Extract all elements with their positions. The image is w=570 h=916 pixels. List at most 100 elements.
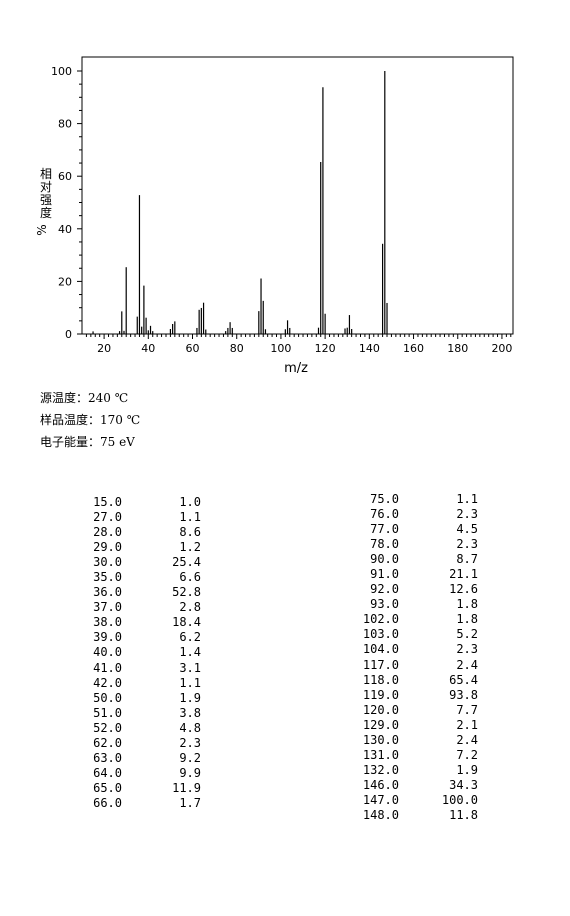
peak-table-row: 78.0 2.3 [355,537,482,552]
peak-table-row: 75.0 1.1 [355,492,482,507]
peak-table-row: 147.0 100.0 [355,793,482,808]
mz-value: 63.0 [93,750,122,765]
intensity-value: 18.4 [172,615,201,630]
mz-value: 15.0 [93,495,122,509]
peak-table-right: 75.0 1.1 76.0 2.3 77.0 4.5 78.0 2.3 90.0 8.7 91.0 2… [355,492,482,823]
mz-value: 130.0 [362,732,399,747]
intensity-value: 2.4 [456,732,478,747]
peak-table-row: 66.0 1.7 [80,796,205,811]
intensity-value: 1.2 [179,540,201,555]
intensity-value: 1.9 [179,690,201,705]
peak-table-row: 77.0 4.5 [355,522,482,537]
intensity-value: 1.1 [456,492,478,506]
mz-value: 30.0 [93,555,122,570]
peak-table-row: 92.0 12.6 [355,582,482,597]
peak-table-row: 131.0 7.2 [355,748,482,763]
mz-value: 103.0 [362,627,399,642]
peak-table-row: 50.0 1.9 [80,691,205,706]
peak-table-row: 119.0 93.8 [355,688,482,703]
peak-table-row: 30.0 25.4 [80,555,205,570]
peak-table-row: 90.0 8.7 [355,552,482,567]
intensity-value: 1.4 [179,645,201,660]
peak-table-row: 29.0 1.2 [80,540,205,555]
intensity-value: 7.7 [456,702,478,717]
y-tick-label: 60 [58,170,72,183]
intensity-value: 2.4 [456,657,478,672]
mz-value: 131.0 [362,747,399,762]
intensity-value: 1.1 [179,675,201,690]
x-tick-label: 120 [315,342,336,355]
y-label-char: 相 [40,167,52,181]
intensity-value: 4.8 [179,720,201,735]
intensity-value: 2.3 [456,537,478,552]
intensity-value: 2.8 [179,600,201,615]
peak-table-row: 132.0 1.9 [355,763,482,778]
peak-table-row: 148.0 11.8 [355,808,482,823]
intensity-value: 3.8 [179,705,201,720]
mz-value: 92.0 [370,582,399,597]
peak-table-row: 120.0 7.7 [355,703,482,718]
peak-table-row: 42.0 1.1 [80,676,205,691]
mz-value: 50.0 [93,690,122,705]
y-axis: 0 20 40 60 80 100 [51,65,82,341]
x-tick-label: 200 [491,342,512,355]
y-label-char: 度 [40,205,52,220]
mz-value: 120.0 [362,702,399,717]
source-temperature: 源温度：240 ℃ [40,391,129,405]
peak-table-row: 117.0 2.4 [355,658,482,673]
plot-frame [81,56,514,335]
peak-table-row: 93.0 1.8 [355,597,482,612]
y-tick-label: 80 [58,118,72,131]
plot-border [81,56,514,335]
mz-value: 27.0 [93,510,122,525]
y-tick-label: 20 [58,275,72,288]
mz-value: 28.0 [93,525,122,540]
intensity-value: 1.9 [456,762,478,777]
x-tick-label: 80 [230,342,244,355]
intensity-value: 2.1 [456,717,478,732]
mz-value: 117.0 [362,657,399,672]
peak-table-row: 102.0 1.8 [355,612,482,627]
mz-value: 42.0 [93,675,122,690]
mz-value: 65.0 [93,780,122,795]
intensity-value: 93.8 [449,687,478,702]
electron-energy: 电子能量：75 eV [40,435,135,449]
peak-table-row: 103.0 5.2 [355,627,482,642]
mz-value: 91.0 [370,567,399,582]
intensity-value: 1.1 [179,510,201,525]
intensity-value: 2.3 [456,642,478,657]
mz-value: 78.0 [370,537,399,552]
y-label-unit: % [35,224,49,235]
peak-table-row: 76.0 2.3 [355,507,482,522]
peak-table-row: 130.0 2.4 [355,733,482,748]
mz-value: 62.0 [93,735,122,750]
intensity-value: 9.2 [179,750,201,765]
peak-table-row: 39.0 6.2 [80,630,205,645]
peak-table-row: 65.0 11.9 [80,781,205,796]
intensity-value: 21.1 [449,567,478,582]
intensity-value: 1.7 [179,795,201,810]
intensity-value: 100.0 [441,792,478,807]
intensity-value: 9.9 [179,765,201,780]
intensity-value: 6.2 [179,630,201,645]
peak-table-row: 91.0 21.1 [355,567,482,582]
y-tick-label: 0 [65,328,72,341]
peak-table-row: 104.0 2.3 [355,642,482,657]
peak-table-row: 146.0 34.3 [355,778,482,793]
mz-value: 90.0 [370,552,399,567]
peak-table-row: 41.0 3.1 [80,661,205,676]
intensity-value: 34.3 [449,777,478,792]
mz-value: 104.0 [362,642,399,657]
peak-table-row: 40.0 1.4 [80,645,205,660]
peak-table-row: 38.0 18.4 [80,615,205,630]
mz-value: 29.0 [93,540,122,555]
mz-value: 36.0 [93,585,122,600]
peak-table-row: 28.0 8.6 [80,525,205,540]
mz-value: 147.0 [362,792,399,807]
mz-value: 118.0 [362,672,399,687]
peak-table-row: 27.0 1.1 [80,510,205,525]
mz-value: 93.0 [370,597,399,612]
x-tick-label: 60 [186,342,200,355]
intensity-value: 2.3 [179,735,201,750]
